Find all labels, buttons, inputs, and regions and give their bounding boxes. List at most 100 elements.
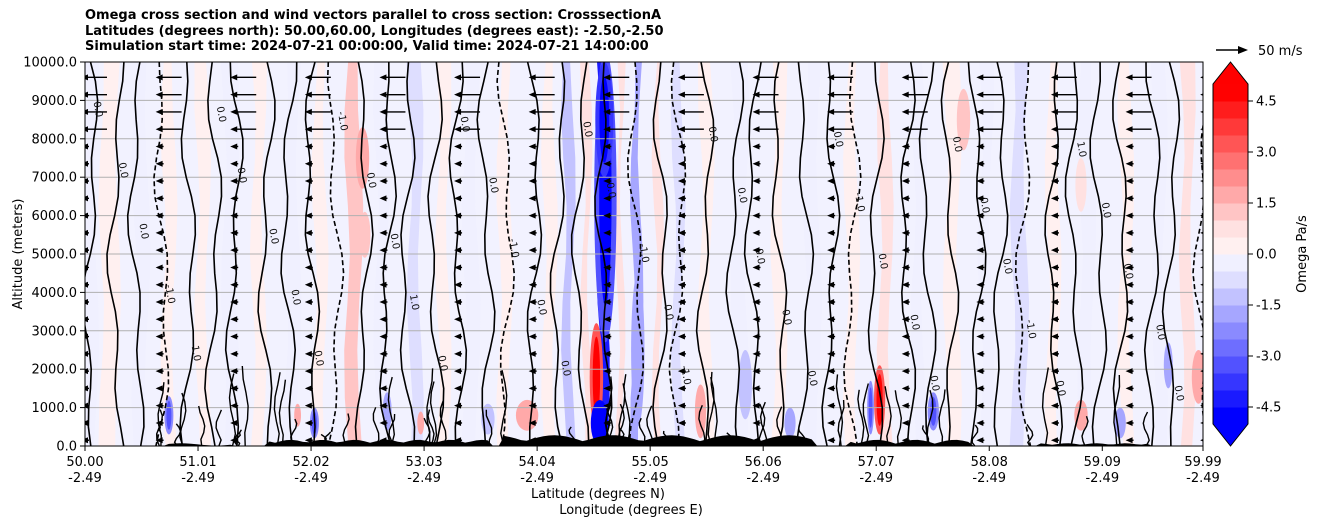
wind-vector <box>677 108 704 115</box>
wind-vector <box>304 402 313 409</box>
wind-vector <box>230 299 239 305</box>
wind-vector <box>976 143 985 150</box>
wind-vector-head <box>379 264 387 271</box>
wind-vector-head <box>827 126 835 133</box>
contour-line <box>1044 62 1064 446</box>
wind-vector-head <box>379 126 387 133</box>
wind-vector <box>1125 195 1134 202</box>
wind-vector <box>901 299 910 305</box>
wind-vector <box>827 299 836 305</box>
wind-vector-head <box>677 350 685 357</box>
wind-vector-head <box>379 316 387 323</box>
contour-label: 0.0 <box>876 253 890 271</box>
contour-line <box>594 62 613 446</box>
wind-vector-head <box>1050 195 1058 202</box>
wind-vector <box>230 108 257 115</box>
wind-vector-head <box>752 316 760 323</box>
wind-vector-head <box>901 143 909 150</box>
wind-vector <box>1125 350 1134 357</box>
wind-vector <box>230 402 239 409</box>
wind-vector-head <box>528 299 536 305</box>
contour-line-lowlevel <box>837 399 845 446</box>
wind-vector-head <box>379 299 387 305</box>
wind-vector <box>1125 419 1134 426</box>
wind-vector-head <box>827 229 835 236</box>
wind-vector-head <box>379 143 387 150</box>
colorbar-tick-label: 1.5 <box>1256 197 1277 212</box>
wind-vector <box>379 91 406 98</box>
wind-vector <box>677 281 686 288</box>
wind-vector <box>230 126 257 133</box>
contour-line-lowlevel <box>938 389 946 446</box>
wind-vector <box>677 419 686 426</box>
wind-vector <box>85 281 89 288</box>
contour-line <box>257 62 276 446</box>
contour-line <box>326 62 345 446</box>
wind-vector <box>1050 264 1059 271</box>
contour-line <box>526 62 543 446</box>
x-tick-label-longitude: -2.49 <box>407 471 441 486</box>
wind-vector <box>603 143 612 150</box>
x-tick-label-latitude: 59.09 <box>1084 455 1121 470</box>
wind-vector <box>454 108 481 115</box>
y-tick-label: 9000.0 <box>32 94 78 109</box>
wind-vector <box>304 108 331 115</box>
wind-vector <box>603 402 612 409</box>
wind-vector-head <box>752 281 760 288</box>
wind-vector <box>1200 197 1203 200</box>
wind-vector-head <box>752 74 760 81</box>
wind-vector-head <box>379 74 387 81</box>
wind-vector-head <box>976 316 984 323</box>
colorbar-tick-label: 4.5 <box>1256 95 1277 110</box>
y-tick-label: 6000.0 <box>32 209 78 224</box>
wind-vector <box>603 368 612 375</box>
contour-line <box>918 62 937 446</box>
wind-vector <box>677 143 686 150</box>
wind-vector-head <box>85 437 88 444</box>
colorbar-segment <box>1213 101 1248 119</box>
wind-vector-head <box>1200 231 1203 235</box>
wind-vector <box>379 178 388 185</box>
wind-vector-head <box>230 91 238 98</box>
title-line-1: Omega cross section and wind vectors par… <box>85 8 662 23</box>
contour-label: 0.0 <box>831 131 845 149</box>
wind-vector-head <box>155 74 163 81</box>
wind-vector <box>528 229 537 236</box>
wind-vector <box>528 126 555 133</box>
wind-vector-head <box>1050 350 1058 357</box>
wind-vector <box>454 195 463 202</box>
wind-vector-head <box>603 281 611 288</box>
wind-vector <box>1050 229 1059 236</box>
wind-vector <box>454 316 463 323</box>
wind-vector <box>454 368 463 375</box>
wind-vector <box>827 419 836 426</box>
wind-vector-head <box>155 195 163 202</box>
wind-vector <box>976 91 1003 98</box>
wind-vector-head <box>379 350 387 357</box>
wind-vector <box>603 195 612 202</box>
wind-vector-head <box>677 402 685 409</box>
wind-vector <box>901 143 910 150</box>
wind-vector <box>901 195 910 202</box>
wind-vector <box>976 281 985 288</box>
wind-vector-head <box>827 281 835 288</box>
wind-vector <box>304 368 313 375</box>
wind-vector <box>901 126 928 133</box>
wind-vector-head <box>976 385 984 392</box>
wind-vector-head <box>230 402 238 409</box>
wind-vector <box>379 333 388 340</box>
wind-vector <box>827 178 836 185</box>
omega-blob <box>417 411 425 435</box>
wind-vector <box>603 212 612 219</box>
wind-vector-head <box>752 160 760 167</box>
wind-vector-head <box>85 91 88 98</box>
wind-vector-head <box>976 195 984 202</box>
wind-vector <box>379 299 388 305</box>
contour-label: 0.0 <box>486 177 500 195</box>
x-tick-label-latitude: 53.03 <box>405 455 442 470</box>
wind-vector-head <box>304 437 312 444</box>
wind-vector <box>901 333 910 340</box>
wind-vector-head <box>677 160 685 167</box>
wind-vector <box>85 350 89 357</box>
wind-vector <box>1200 93 1203 96</box>
